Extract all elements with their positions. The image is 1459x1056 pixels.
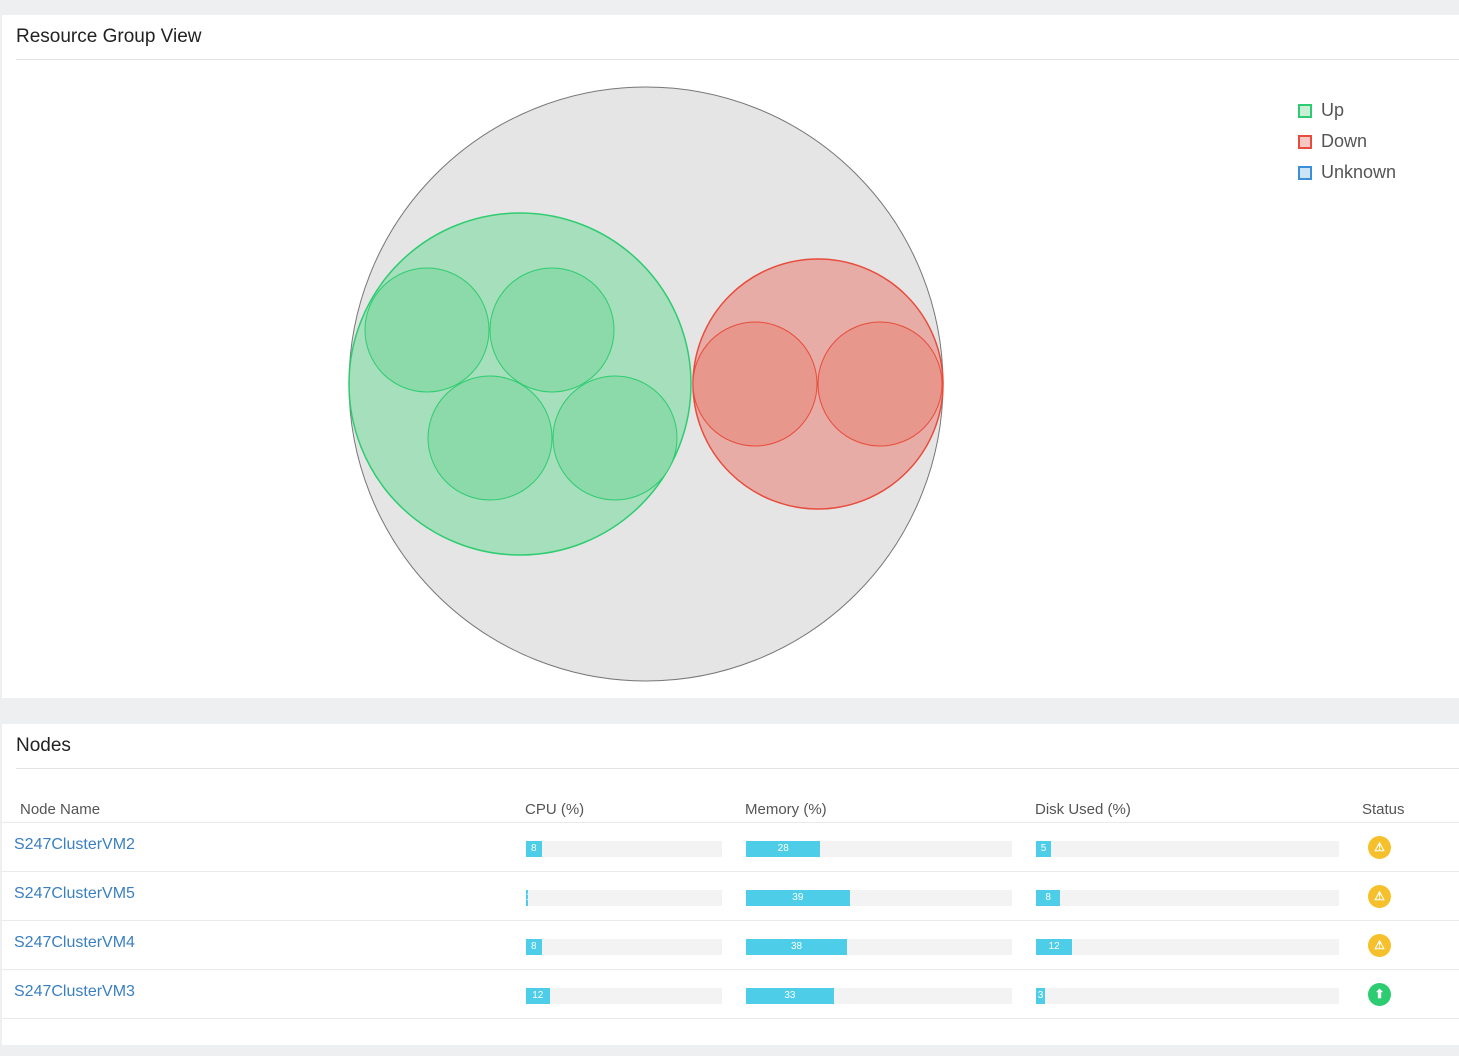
legend-item-down[interactable]: Down: [1298, 126, 1396, 157]
up-node-bubble[interactable]: [552, 375, 678, 501]
memory-bar: 28: [746, 841, 1012, 857]
column-header-cpu[interactable]: CPU (%): [525, 801, 585, 818]
cpu-bar: 12: [526, 988, 722, 1004]
cpu-bar: 8: [526, 939, 722, 955]
legend-swatch: [1298, 103, 1312, 118]
disk-bar: 3: [1036, 988, 1339, 1004]
memory-bar: 38: [746, 939, 1012, 955]
legend-swatch: [1298, 134, 1312, 149]
status-warning-icon[interactable]: ⚠: [1368, 836, 1391, 859]
memory-bar-fill: 28: [746, 841, 821, 857]
legend-label: Up: [1321, 100, 1345, 120]
cpu-bar: 1: [526, 890, 722, 906]
cpu-bar-fill: 12: [526, 988, 550, 1004]
resource-group-panel: Resource Group View Up Down Unknown: [2, 15, 1459, 698]
legend-item-up[interactable]: Up: [1298, 95, 1396, 126]
divider: [16, 768, 1459, 769]
panel-title: Resource Group View: [16, 26, 202, 47]
disk-bar: 12: [1036, 939, 1339, 955]
status-warning-icon[interactable]: ⚠: [1368, 934, 1391, 957]
panel-title: Nodes: [16, 735, 71, 756]
divider: [16, 59, 1459, 60]
divider: [2, 822, 1459, 823]
column-header-memory[interactable]: Memory (%): [745, 801, 827, 818]
status-warning-icon[interactable]: ⚠: [1368, 885, 1391, 908]
status-up-icon[interactable]: ⬆: [1368, 983, 1391, 1006]
legend-label: Down: [1321, 131, 1368, 151]
disk-bar-fill: 12: [1036, 939, 1073, 955]
down-node-bubble[interactable]: [692, 321, 818, 447]
memory-bar: 33: [746, 988, 1012, 1004]
table-row: S247ClusterVM2 8 28 5 ⚠: [2, 823, 1459, 872]
down-node-bubble[interactable]: [817, 321, 943, 447]
column-header-disk[interactable]: Disk Used (%): [1035, 801, 1131, 818]
cpu-bar-fill: 1: [526, 890, 528, 906]
table-row: S247ClusterVM3 12 33 3 ⬆: [2, 970, 1459, 1019]
disk-bar: 5: [1036, 841, 1339, 857]
node-name-link[interactable]: S247ClusterVM4: [14, 934, 135, 951]
nodes-panel: Nodes Node Name CPU (%) Memory (%) Disk …: [2, 724, 1459, 1045]
column-header-name[interactable]: Node Name: [20, 801, 101, 818]
legend-label: Unknown: [1321, 162, 1397, 182]
up-node-bubble[interactable]: [364, 267, 490, 393]
legend-item-unknown[interactable]: Unknown: [1298, 157, 1396, 188]
node-name-link[interactable]: S247ClusterVM3: [14, 983, 135, 1000]
disk-bar-fill: 3: [1036, 988, 1046, 1004]
disk-bar: 8: [1036, 890, 1339, 906]
up-node-bubble[interactable]: [489, 267, 615, 393]
memory-bar-fill: 33: [746, 988, 834, 1004]
node-name-link[interactable]: S247ClusterVM2: [14, 836, 135, 853]
cpu-bar-fill: 8: [526, 939, 542, 955]
bubble-chart: [348, 86, 944, 682]
table-row: S247ClusterVM4 8 38 12 ⚠: [2, 921, 1459, 970]
memory-bar-fill: 39: [746, 890, 850, 906]
column-header-status[interactable]: Status: [1362, 801, 1405, 818]
table-row: S247ClusterVM5 1 39 8 ⚠: [2, 872, 1459, 921]
legend: Up Down Unknown: [1298, 95, 1396, 188]
up-node-bubble[interactable]: [427, 375, 553, 501]
cpu-bar: 8: [526, 841, 722, 857]
node-name-link[interactable]: S247ClusterVM5: [14, 885, 135, 902]
disk-bar-fill: 5: [1036, 841, 1052, 857]
memory-bar: 39: [746, 890, 1012, 906]
memory-bar-fill: 38: [746, 939, 848, 955]
cpu-bar-fill: 8: [526, 841, 542, 857]
legend-swatch: [1298, 165, 1312, 180]
disk-bar-fill: 8: [1036, 890, 1061, 906]
